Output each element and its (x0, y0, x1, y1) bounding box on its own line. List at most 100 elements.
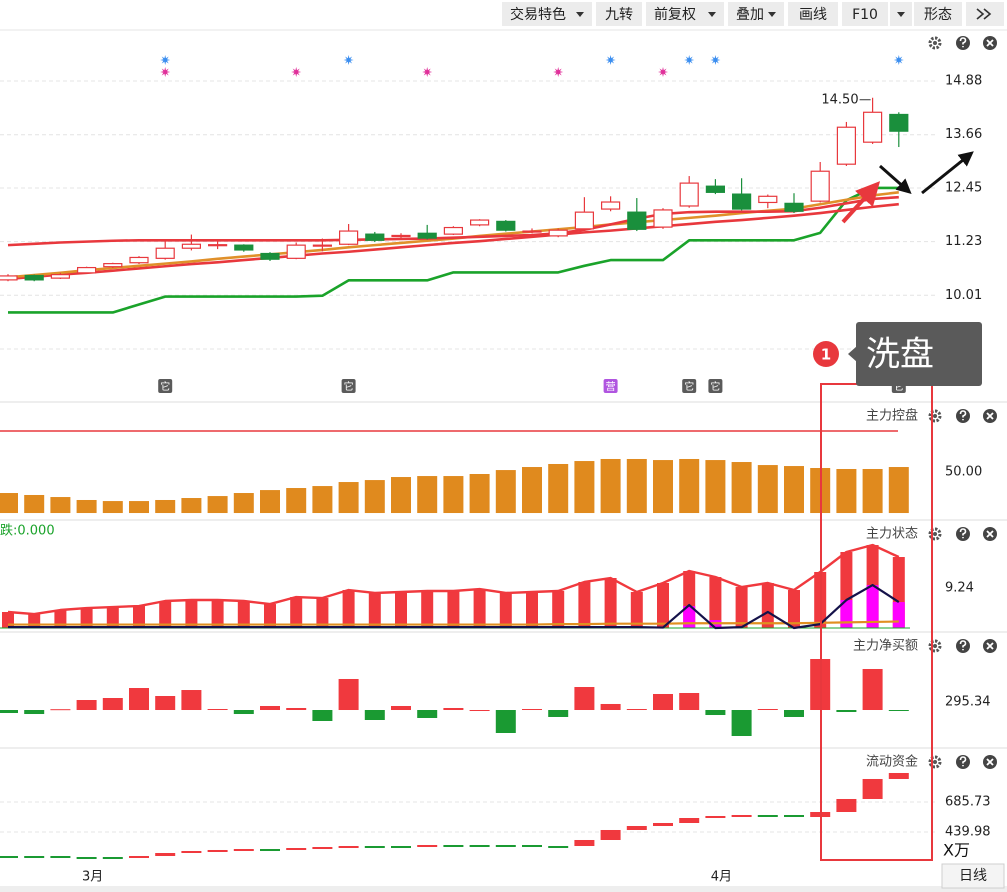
bar (76, 499, 97, 514)
signal-star[interactable] (343, 55, 354, 65)
bar (888, 467, 909, 514)
toolbar-button[interactable] (596, 2, 642, 26)
bar (364, 480, 385, 514)
candle-body (496, 220, 516, 231)
bar (526, 591, 538, 629)
bar (499, 592, 512, 629)
toolbar-button[interactable] (502, 2, 592, 26)
bar (395, 591, 407, 629)
bar (657, 582, 669, 629)
candle-body (0, 275, 18, 281)
signal-star[interactable] (291, 67, 302, 77)
bar (495, 470, 516, 514)
bar (862, 778, 883, 799)
signal-star[interactable] (605, 55, 616, 65)
bar (102, 857, 123, 860)
candle-body (234, 244, 254, 251)
candle-body (679, 182, 699, 207)
event-marker[interactable] (341, 379, 356, 393)
settings-icon-hub (933, 41, 937, 45)
signal-star[interactable] (684, 55, 695, 65)
callout-text: 洗盘 (866, 335, 934, 375)
signal-star[interactable] (893, 55, 904, 65)
candle-body (600, 201, 621, 210)
period-button-label: 日线 (959, 868, 987, 884)
toolbar-button[interactable] (966, 2, 1004, 26)
bar (129, 501, 149, 514)
bar (76, 700, 97, 711)
event-marker[interactable] (708, 379, 723, 393)
bar (626, 708, 647, 711)
event-marker[interactable] (603, 379, 618, 393)
bar (364, 846, 385, 849)
bar (50, 709, 71, 711)
bar (495, 710, 516, 733)
period-button[interactable] (941, 863, 1005, 889)
bar (181, 498, 202, 514)
y-tick-label: 11.23 (945, 234, 982, 249)
toolbar-button[interactable] (788, 2, 838, 26)
event-marker-label: 它 (894, 380, 904, 393)
dropdown-caret (708, 12, 716, 17)
signal-star[interactable] (658, 67, 668, 77)
bar (260, 705, 280, 711)
callout-pointer (848, 346, 857, 362)
toolbar-button[interactable] (728, 2, 784, 26)
bar (653, 460, 673, 514)
event-marker-label: 它 (684, 380, 694, 393)
bar (522, 467, 542, 514)
event-marker-label: 它 (344, 380, 354, 393)
toolbar-button[interactable] (842, 2, 888, 26)
bar (24, 856, 45, 859)
bar (788, 590, 800, 629)
settings-icon[interactable] (928, 639, 942, 653)
bar (50, 497, 71, 514)
bar (443, 476, 464, 514)
settings-icon[interactable] (928, 755, 942, 769)
signal-star[interactable] (553, 67, 564, 77)
signal-star[interactable] (710, 55, 721, 65)
bar (181, 690, 202, 711)
legend-text: 跌:0.000 (0, 523, 55, 539)
bar (338, 846, 359, 849)
bar (469, 845, 490, 848)
settings-icon[interactable] (928, 527, 942, 541)
event-marker[interactable] (158, 379, 173, 393)
bar (159, 601, 172, 629)
bar (709, 577, 722, 629)
candle-body (574, 211, 595, 230)
bar (679, 818, 700, 823)
signal-star[interactable] (422, 67, 433, 77)
help-icon-glyph (959, 410, 967, 421)
bar (548, 710, 569, 717)
settings-icon[interactable] (928, 36, 942, 50)
series-line (7, 202, 899, 281)
bar (604, 578, 617, 629)
bar (757, 815, 778, 818)
bar (286, 707, 307, 711)
toolbar-label: 叠加 (736, 7, 764, 23)
candle-body (260, 252, 280, 260)
event-marker[interactable] (682, 379, 697, 393)
signal-star[interactable] (160, 67, 171, 77)
close-icon-glyph (986, 530, 994, 538)
bar (473, 589, 486, 629)
series-line (7, 543, 900, 616)
settings-icon[interactable] (928, 409, 942, 423)
candle-body (155, 247, 175, 259)
signal-star[interactable] (160, 55, 171, 65)
bar (312, 486, 333, 514)
bar (237, 601, 250, 629)
bar (391, 477, 411, 514)
bar (233, 493, 254, 514)
candle-body (705, 185, 726, 193)
bar (840, 600, 853, 629)
toolbar-button[interactable] (914, 2, 962, 26)
dropdown-caret (768, 12, 776, 17)
bar (260, 849, 280, 852)
bottom-strip (0, 886, 1007, 892)
bar (102, 501, 123, 514)
bar (286, 488, 307, 514)
bar (316, 598, 329, 629)
bar (600, 829, 621, 840)
